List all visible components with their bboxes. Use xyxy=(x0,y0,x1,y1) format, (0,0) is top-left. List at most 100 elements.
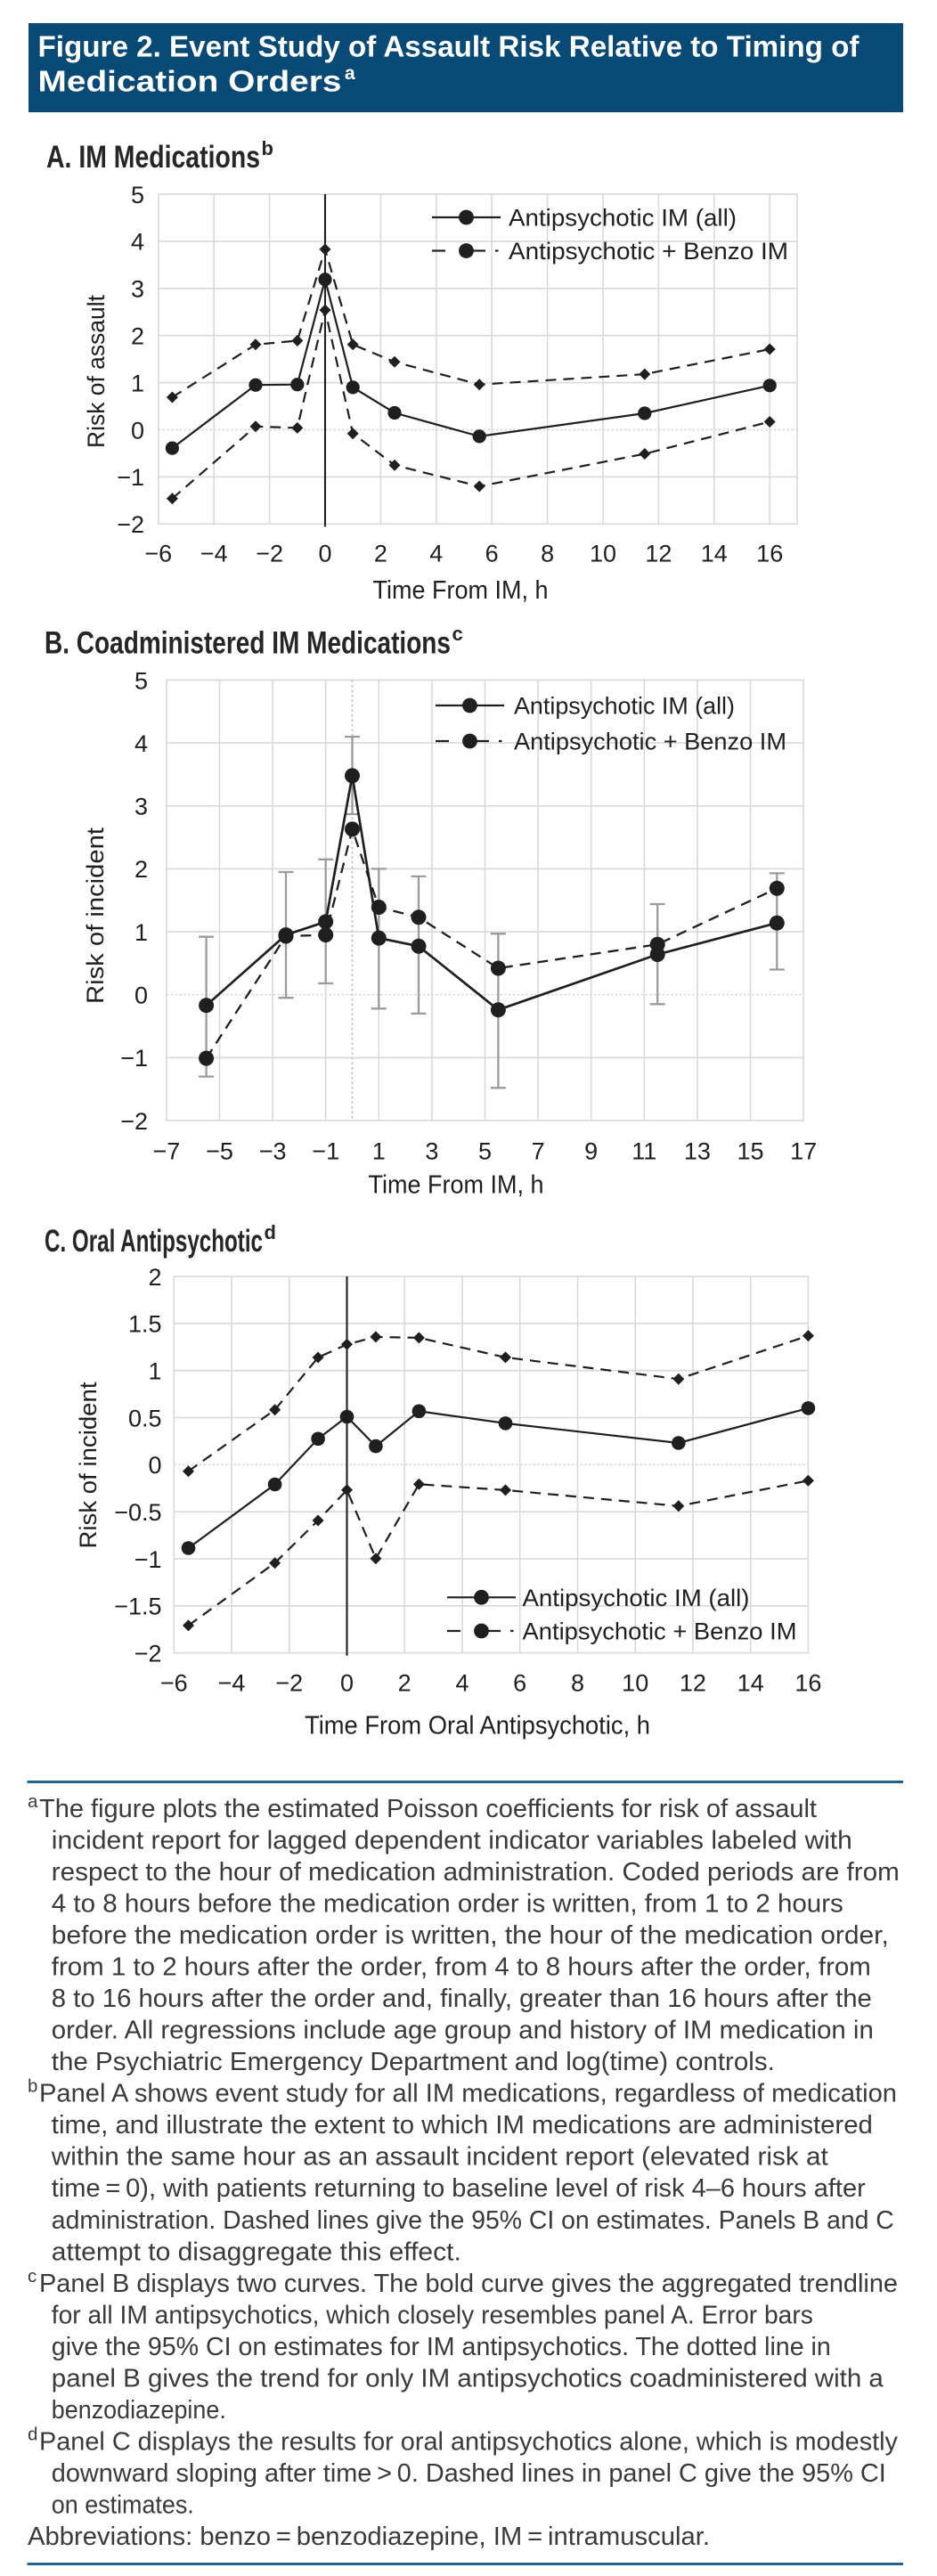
svg-text:Antipsychotic IM (all): Antipsychotic IM (all) xyxy=(523,1585,750,1611)
svg-text:5: 5 xyxy=(134,667,148,694)
svg-text:0: 0 xyxy=(318,541,331,567)
svg-text:6: 6 xyxy=(485,541,499,567)
svg-text:the Psychiatric Emergency Depa: the Psychiatric Emergency Department and… xyxy=(52,2048,775,2076)
svg-text:6: 6 xyxy=(513,1669,526,1696)
svg-text:2: 2 xyxy=(134,856,148,883)
svg-text:3: 3 xyxy=(134,794,148,820)
svg-text:Time From Oral Antipsychotic,: Time From Oral Antipsychotic, h xyxy=(305,1711,650,1740)
svg-text:8 to 16 hours after the order: 8 to 16 hours after the order and, final… xyxy=(52,1985,872,2013)
svg-text:−2: −2 xyxy=(134,1641,162,1667)
svg-text:12: 12 xyxy=(680,1669,706,1696)
svg-text:Antipsychotic IM (all): Antipsychotic IM (all) xyxy=(514,693,735,720)
svg-text:1: 1 xyxy=(131,370,144,396)
svg-text:Risk of assault: Risk of assault xyxy=(83,295,110,448)
svg-text:benzodiazepine.: benzodiazepine. xyxy=(52,2396,226,2425)
svg-text:16: 16 xyxy=(756,541,783,567)
svg-text:within the same hour as an ass: within the same hour as an assault incid… xyxy=(51,2143,828,2172)
svg-text:d: d xyxy=(28,2424,37,2444)
svg-text:1: 1 xyxy=(372,1138,386,1165)
svg-text:for all IM antipsychotics, whi: for all IM antipsychotics, which closely… xyxy=(52,2301,813,2329)
svg-text:2: 2 xyxy=(148,1264,161,1291)
svg-text:−1: −1 xyxy=(117,464,144,491)
svg-text:3: 3 xyxy=(131,276,144,303)
svg-text:a: a xyxy=(28,1791,38,1812)
svg-text:time = 0), with patients retur: time = 0), with patients returning to ba… xyxy=(52,2174,866,2203)
svg-text:b: b xyxy=(262,137,273,159)
svg-text:4: 4 xyxy=(131,229,144,256)
svg-text:−4: −4 xyxy=(200,541,228,567)
svg-text:0: 0 xyxy=(148,1452,161,1479)
svg-text:c: c xyxy=(452,623,463,645)
svg-text:attempt to disaggregate this e: attempt to disaggregate this effect. xyxy=(52,2238,461,2266)
svg-text:5: 5 xyxy=(131,182,144,208)
svg-text:2: 2 xyxy=(131,323,144,350)
svg-text:0: 0 xyxy=(131,417,144,444)
svg-text:0.5: 0.5 xyxy=(128,1405,162,1431)
svg-text:Risk of incident: Risk of incident xyxy=(82,827,109,1004)
svg-text:b: b xyxy=(28,2076,37,2097)
svg-text:−1: −1 xyxy=(134,1546,162,1573)
svg-text:panel B gives the trend for on: panel B gives the trend for only IM anti… xyxy=(52,2364,884,2393)
svg-text:4: 4 xyxy=(134,730,148,757)
svg-text:−6: −6 xyxy=(160,1669,188,1696)
svg-text:4 to 8 hours before the medica: 4 to 8 hours before the medication order… xyxy=(52,1890,843,1919)
svg-text:B. Coadministered IM Medicatio: B. Coadministered IM Medications xyxy=(45,626,451,661)
svg-text:Antipsychotic + Benzo IM: Antipsychotic + Benzo IM xyxy=(523,1618,797,1645)
svg-text:9: 9 xyxy=(584,1138,598,1165)
svg-text:−2: −2 xyxy=(117,511,144,538)
svg-text:14: 14 xyxy=(737,1669,764,1696)
svg-text:−7: −7 xyxy=(153,1138,181,1165)
svg-text:Panel A shows event study for: Panel A shows event study for all IM med… xyxy=(39,2080,897,2108)
svg-text:Antipsychotic + Benzo IM: Antipsychotic + Benzo IM xyxy=(514,729,786,755)
svg-text:give the 95% CI on estimates f: give the 95% CI on estimates for IM anti… xyxy=(52,2333,831,2361)
svg-text:Abbreviations: benzo = benzodi: Abbreviations: benzo = benzodiazepine, I… xyxy=(28,2523,710,2551)
svg-text:10: 10 xyxy=(622,1669,648,1696)
svg-text:3: 3 xyxy=(425,1138,438,1165)
svg-text:Time From IM, h: Time From IM, h xyxy=(373,576,549,605)
svg-text:downward sloping after time >: downward sloping after time > 0. Dashed … xyxy=(52,2459,886,2488)
svg-text:−2: −2 xyxy=(275,1669,303,1696)
svg-text:Panel C displays the results f: Panel C displays the results for oral an… xyxy=(39,2427,898,2456)
svg-text:−1.5: −1.5 xyxy=(114,1594,161,1620)
svg-text:The figure plots the estimated: The figure plots the estimated Poisson c… xyxy=(39,1795,817,1823)
svg-text:10: 10 xyxy=(590,541,616,567)
svg-text:8: 8 xyxy=(571,1669,584,1696)
svg-text:Medication Orders: Medication Orders xyxy=(38,65,342,98)
svg-text:15: 15 xyxy=(737,1138,763,1165)
svg-text:17: 17 xyxy=(790,1138,817,1165)
svg-text:4: 4 xyxy=(429,541,443,567)
svg-text:order. All regressions include: order. All regressions include age group… xyxy=(52,2017,874,2045)
svg-text:A. IM Medications: A. IM Medications xyxy=(46,140,260,175)
svg-text:5: 5 xyxy=(478,1138,492,1165)
svg-text:−6: −6 xyxy=(144,541,172,567)
svg-text:c: c xyxy=(28,2266,37,2287)
svg-text:Figure 2. Event Study of Assau: Figure 2. Event Study of Assault Risk Re… xyxy=(38,30,860,63)
svg-text:−2: −2 xyxy=(120,1108,148,1135)
svg-text:before the medication order is: before the medication order is written, … xyxy=(52,1921,889,1950)
svg-text:0: 0 xyxy=(340,1669,354,1696)
svg-text:1: 1 xyxy=(148,1358,161,1385)
svg-text:d: d xyxy=(265,1221,276,1243)
svg-text:11: 11 xyxy=(631,1138,656,1165)
svg-text:Antipsychotic + Benzo IM: Antipsychotic + Benzo IM xyxy=(509,238,788,265)
svg-text:a: a xyxy=(345,63,355,84)
svg-text:−1: −1 xyxy=(120,1045,148,1072)
svg-text:7: 7 xyxy=(532,1138,545,1165)
svg-text:Antipsychotic IM (all): Antipsychotic IM (all) xyxy=(509,205,737,232)
svg-text:14: 14 xyxy=(701,541,728,567)
svg-text:−4: −4 xyxy=(218,1669,246,1696)
svg-text:Time From IM, h: Time From IM, h xyxy=(369,1171,544,1200)
svg-text:1.5: 1.5 xyxy=(128,1311,162,1338)
svg-text:12: 12 xyxy=(645,541,672,567)
svg-text:−2: −2 xyxy=(256,541,283,567)
svg-text:respect to the hour of medicat: respect to the hour of medication admini… xyxy=(52,1858,900,1887)
svg-text:−0.5: −0.5 xyxy=(114,1499,161,1526)
svg-text:−1: −1 xyxy=(312,1138,339,1165)
svg-text:from 1 to 2 hours after the or: from 1 to 2 hours after the order, from … xyxy=(52,1953,871,1982)
svg-text:administration. Dashed lines g: administration. Dashed lines give the 95… xyxy=(52,2206,894,2235)
svg-text:C. Oral Antipsychotic: C. Oral Antipsychotic xyxy=(45,1224,263,1259)
svg-text:incident report for lagged dep: incident report for lagged dependent ind… xyxy=(52,1827,852,1855)
svg-text:Risk of incident: Risk of incident xyxy=(75,1382,102,1548)
svg-text:on estimates.: on estimates. xyxy=(52,2490,194,2519)
svg-text:−5: −5 xyxy=(206,1138,233,1165)
